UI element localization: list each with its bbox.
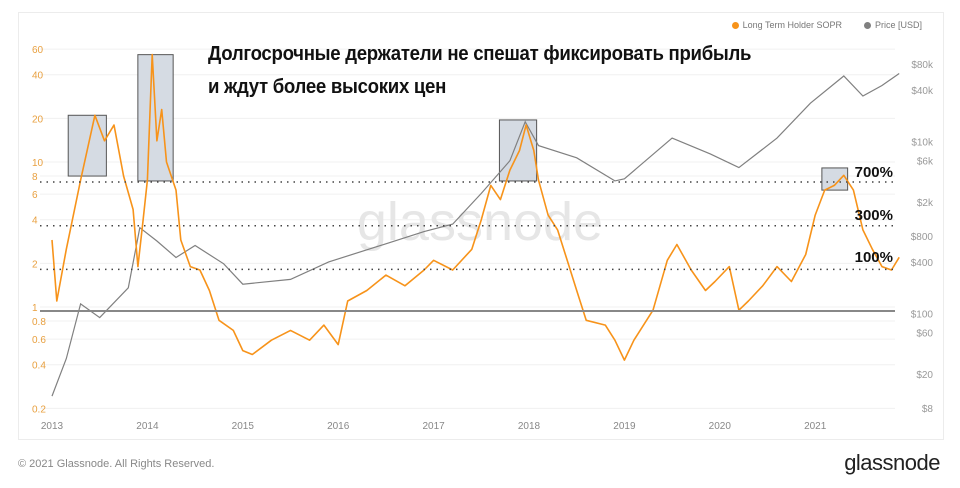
y-left-tick-label: 6 — [32, 190, 38, 201]
y-left-tick-label: 8 — [32, 172, 38, 183]
legend-label: Price [USD] — [874, 20, 922, 30]
x-tick-label: 2016 — [327, 421, 350, 432]
x-tick-label: 2015 — [232, 421, 255, 432]
chart-title-line-2: и ждут более высоких цен — [208, 76, 447, 98]
y-right-tick-label: $800 — [911, 232, 934, 243]
y-left-tick-label: 0.2 — [32, 404, 46, 415]
y-right-tick-label: $100 — [911, 310, 934, 321]
highlight-box — [498, 119, 538, 182]
y-right-tick-label: $40k — [911, 86, 934, 97]
highlight-box — [67, 114, 107, 177]
ref-label-700: 700% — [854, 164, 893, 181]
x-tick-label: 2013 — [41, 421, 64, 432]
x-tick-label: 2018 — [518, 421, 541, 432]
copyright: © 2021 Glassnode. All Rights Reserved. — [18, 458, 215, 470]
x-tick-label: 2020 — [709, 421, 732, 432]
orange-dot-icon — [731, 22, 739, 29]
y-left-tick-label: 0.8 — [32, 317, 46, 328]
x-tick-label: 2019 — [613, 421, 636, 432]
y-left-tick-label: 60 — [32, 45, 44, 56]
y-right-tick-label: $10k — [911, 138, 934, 149]
y-left-tick-label: 0.4 — [32, 361, 46, 372]
legend-label: Long Term Holder SOPR — [742, 20, 842, 30]
gray-dot-icon — [863, 22, 871, 29]
x-tick-label: 2021 — [804, 421, 827, 432]
ref-label-100: 100% — [854, 249, 893, 266]
y-right-tick-label: $2k — [917, 198, 934, 209]
y-left-tick-label: 2 — [32, 259, 38, 270]
y-right-tick-label: $20 — [916, 370, 933, 381]
legend: Long Term Holder SOPR Price [USD] — [731, 20, 922, 30]
legend-item-sopr[interactable]: Long Term Holder SOPR — [731, 20, 842, 30]
y-right-tick-label: $80k — [911, 60, 934, 71]
chart-title-line-1: Долгосрочные держатели не спешат фиксиро… — [208, 43, 752, 65]
glassnode-logo: glassnode — [844, 450, 940, 475]
series-line-sopr — [51, 53, 900, 361]
highlight-box — [821, 167, 849, 191]
y-left-tick-label: 40 — [32, 71, 44, 82]
legend-item-price[interactable]: Price [USD] — [863, 20, 922, 30]
y-left-tick-label: 4 — [32, 216, 38, 227]
y-right-tick-label: $400 — [911, 258, 934, 269]
y-left-tick-label: 1 — [32, 303, 38, 314]
y-left-tick-label: 20 — [32, 114, 44, 125]
y-right-tick-label: $8 — [922, 404, 934, 415]
y-left-tick-label: 10 — [32, 158, 44, 169]
y-right-tick-label: $60 — [916, 329, 933, 340]
x-tick-label: 2014 — [136, 421, 159, 432]
x-tick-label: 2017 — [422, 421, 445, 432]
ref-label-300: 300% — [854, 207, 893, 224]
y-left-tick-label: 0.6 — [32, 335, 46, 346]
y-right-tick-label: $6k — [917, 157, 934, 168]
